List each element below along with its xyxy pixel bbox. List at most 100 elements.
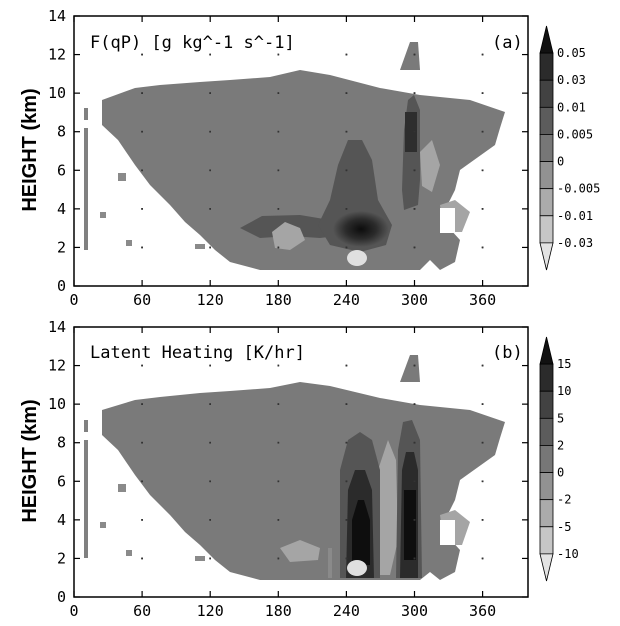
white-gap-b xyxy=(440,520,455,545)
colorbar-label: -5 xyxy=(557,520,571,534)
grid-dot xyxy=(141,53,143,56)
y-tick-label: 0 xyxy=(57,588,66,606)
y-tick-label: 2 xyxy=(57,549,66,567)
grid-dot xyxy=(209,169,211,172)
core-a xyxy=(333,211,389,247)
grid-dot xyxy=(209,441,211,444)
panel-b: HEIGHT (km) xyxy=(19,318,579,620)
grid-dot xyxy=(413,53,416,56)
grid-dot xyxy=(277,557,280,560)
grid-dot xyxy=(481,519,484,521)
colorbar-swatch xyxy=(539,79,554,108)
x-ticks-a: 0 60 120 180 240 300 360 xyxy=(69,16,496,309)
speck-b xyxy=(195,556,205,561)
colorbar-swatch xyxy=(539,161,554,190)
grid-dot xyxy=(481,557,484,560)
grid-dot xyxy=(481,53,484,56)
colorbar-swatch xyxy=(539,188,554,217)
y-tick-label: 10 xyxy=(48,395,66,413)
grid-dot xyxy=(141,557,143,560)
grid-dot xyxy=(209,53,211,56)
x-tick-label: 60 xyxy=(133,291,151,309)
colorbar-bottom-arrow xyxy=(539,553,554,582)
grid-dot xyxy=(277,364,280,367)
chart-title-a: F(qP) [g kg^-1 s^-1] xyxy=(90,33,295,53)
colorbar-label: 0 xyxy=(557,466,564,480)
grid-dot xyxy=(481,246,484,249)
grid-dot xyxy=(345,441,348,444)
column-258-core-b xyxy=(352,500,370,565)
heatmap-field-b xyxy=(84,355,505,580)
grid-dot xyxy=(481,92,484,94)
left-strip-a xyxy=(84,128,88,250)
grid-dot xyxy=(277,53,280,56)
colorbar-swatch xyxy=(539,499,554,528)
grid-dot xyxy=(209,130,211,133)
chart-title-b: Latent Heating [K/hr] xyxy=(90,343,305,363)
neg-pocket-left-a xyxy=(272,222,305,250)
grid-dot xyxy=(277,441,280,444)
y-axis-label-a: HEIGHT (km) xyxy=(19,88,41,211)
neg-pocket-column-a xyxy=(420,140,440,192)
grid-dot xyxy=(345,480,348,483)
grid-dot xyxy=(277,92,280,94)
colorbar-top-arrow xyxy=(539,25,554,54)
grid-dot xyxy=(141,364,143,367)
grid-dot xyxy=(413,364,416,367)
colorbar-swatch xyxy=(539,215,554,244)
grid-dot xyxy=(141,92,143,94)
background-field-a xyxy=(102,70,505,270)
grid-dot xyxy=(345,92,348,94)
colorbar-label: 0.05 xyxy=(557,46,586,60)
speck-b xyxy=(328,548,332,578)
grid-dot xyxy=(277,403,280,405)
axes-frame-b xyxy=(73,326,529,598)
colorbar-b: 15 10 5 2 0 -2 -5 -10 xyxy=(539,336,579,582)
colorbar-label: -10 xyxy=(557,547,579,561)
grid-dot xyxy=(209,92,211,94)
negative-pocket-a xyxy=(347,250,367,266)
colorbar-swatch xyxy=(539,134,554,162)
grid-a xyxy=(141,53,484,249)
grid-dot xyxy=(413,519,416,521)
colorbar-label: -2 xyxy=(557,493,571,507)
grid-dot xyxy=(345,130,348,133)
grid-dot xyxy=(413,246,416,249)
speck-a xyxy=(100,212,106,218)
x-tick-label: 0 xyxy=(69,602,78,620)
x-tick-label: 360 xyxy=(469,291,496,309)
grid-dot xyxy=(413,403,416,405)
negative-pocket-b xyxy=(347,560,367,576)
y-tick-label: 8 xyxy=(57,123,66,141)
y-tick-label: 0 xyxy=(57,277,66,295)
neg-pocket-b xyxy=(280,540,320,562)
colorbar-label: 15 xyxy=(557,357,571,371)
colorbar-swatch xyxy=(539,390,554,419)
grid-dot xyxy=(413,208,416,210)
x-tick-label: 180 xyxy=(265,291,292,309)
grid-dot xyxy=(481,208,484,210)
colorbar-swatch xyxy=(539,417,554,446)
x-tick-label: 60 xyxy=(133,602,151,620)
grid-dot xyxy=(345,364,348,367)
colorbar-swatch xyxy=(539,472,554,501)
colorbar-swatch xyxy=(539,445,554,473)
grid-dot xyxy=(277,246,280,249)
speck-b xyxy=(100,522,106,528)
left-strip-b xyxy=(84,440,88,558)
x-tick-label: 360 xyxy=(469,602,496,620)
x-tick-label: 240 xyxy=(333,291,360,309)
grid-dot xyxy=(345,208,348,210)
grid-dot xyxy=(413,130,416,133)
grid-dot xyxy=(345,557,348,560)
grid-dot xyxy=(141,208,143,210)
grid-dot xyxy=(209,403,211,405)
x-ticks-b: 0 60 120 180 240 300 360 xyxy=(69,327,496,620)
grid-dot xyxy=(209,246,211,249)
neg-gap-b xyxy=(378,440,398,575)
y-tick-label: 10 xyxy=(48,84,66,102)
y-tick-label: 12 xyxy=(48,357,66,375)
grid-dot xyxy=(481,130,484,133)
y-tick-label: 12 xyxy=(48,46,66,64)
y-ticks-a: 0 2 4 6 8 10 12 14 xyxy=(48,7,528,295)
